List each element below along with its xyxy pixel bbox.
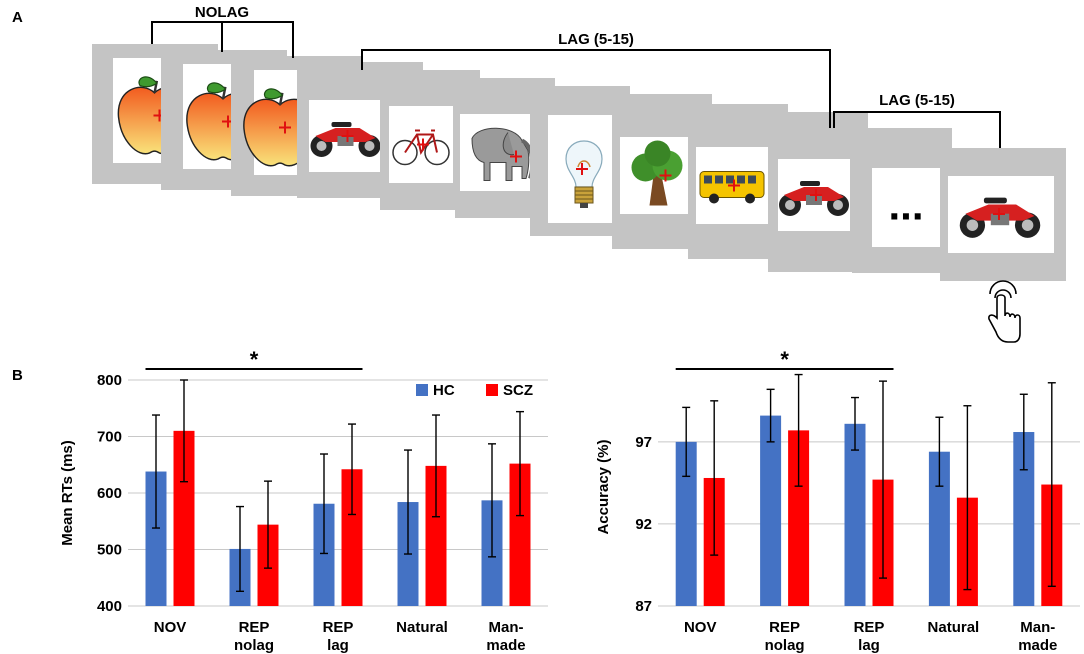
error-bar — [348, 423, 356, 516]
y-axis-label: Mean RTs (ms) — [59, 440, 76, 546]
fixation-cross — [510, 150, 522, 163]
error-bar — [180, 379, 188, 483]
error-bar — [710, 400, 719, 556]
lag-label-1: LAG (5-15) — [558, 31, 634, 48]
elephant-icon — [471, 127, 535, 181]
error-bar — [516, 410, 524, 517]
stimulus-frame: ... — [852, 128, 952, 273]
sequence-brackets — [151, 21, 1001, 148]
x-tick-label: REP — [854, 619, 885, 636]
pointing-hand-icon — [988, 280, 1021, 343]
ellipsis-text: ... — [888, 182, 923, 229]
fixation-cross — [576, 163, 588, 175]
bicycle-icon — [392, 129, 450, 166]
y-tick-label: 700 — [97, 429, 122, 446]
scz-legend-label: SCZ — [503, 382, 533, 399]
error-bar — [1047, 382, 1056, 588]
error-bar — [794, 373, 803, 487]
y-tick-label: 800 — [97, 372, 122, 389]
stimulus-sequence: ... — [92, 44, 1066, 281]
y-tick-label: 600 — [97, 485, 122, 502]
y-tick-label: 97 — [635, 434, 652, 451]
hc-bar — [145, 471, 167, 606]
stimulus-frame — [455, 78, 555, 218]
fixation-cross — [810, 189, 822, 201]
fixation-cross — [417, 138, 429, 151]
hc-bar — [928, 451, 950, 606]
hc-bar — [313, 503, 335, 606]
light-bulb-icon — [565, 140, 603, 208]
significance-star: * — [250, 347, 259, 372]
lag-label-2: LAG (5-15) — [879, 92, 955, 109]
error-bar — [963, 405, 972, 591]
x-tick-label: nolag — [234, 637, 274, 654]
x-tick-label: Man- — [1020, 619, 1055, 636]
y-tick-label: 92 — [635, 516, 652, 533]
hc-bar — [760, 415, 782, 606]
fixation-cross — [659, 169, 672, 182]
scz-bar — [509, 463, 531, 606]
x-tick-label: made — [486, 637, 525, 654]
scz-bar — [788, 430, 810, 606]
error-bar — [682, 406, 691, 478]
panel-a-label: A — [12, 9, 23, 26]
scz-bar — [173, 430, 195, 606]
x-tick-label: lag — [327, 637, 349, 654]
nolag-label: NOLAG — [195, 4, 249, 21]
error-bar — [236, 505, 244, 593]
error-bar — [935, 416, 944, 487]
error-bar — [432, 414, 440, 518]
y-tick-label: 500 — [97, 542, 122, 559]
fixation-cross — [728, 179, 740, 192]
scz-bar — [425, 465, 447, 606]
lag-bracket-1 — [361, 49, 831, 128]
x-tick-label: REP — [769, 619, 800, 636]
x-tick-label: REP — [323, 619, 354, 636]
error-bar — [152, 414, 160, 529]
x-tick-label: made — [1018, 637, 1057, 654]
fixation-cross — [279, 121, 291, 134]
motorcycle-icon — [310, 122, 381, 157]
scz-bar — [341, 469, 363, 606]
error-bar — [766, 388, 775, 443]
x-tick-label: Man- — [489, 619, 524, 636]
y-tick-label: 87 — [635, 598, 652, 615]
error-bar — [320, 453, 328, 555]
y-tick-label: 400 — [97, 598, 122, 615]
fixation-cross — [341, 130, 354, 142]
error-bar — [264, 480, 272, 569]
tree-icon — [631, 140, 683, 206]
x-tick-label: NOV — [154, 619, 187, 636]
hc-legend-swatch — [416, 384, 428, 396]
error-bar — [1019, 393, 1028, 471]
x-tick-label: NOV — [684, 619, 717, 636]
x-tick-label: nolag — [765, 637, 805, 654]
x-tick-label: REP — [239, 619, 270, 636]
x-tick-label: lag — [858, 637, 880, 654]
lag-bracket-2 — [833, 111, 1001, 148]
hc-bar — [1013, 432, 1035, 606]
y-axis-label: Accuracy (%) — [595, 439, 612, 534]
hc-bar — [844, 423, 866, 606]
hc-bar — [675, 441, 697, 606]
x-tick-label: Natural — [396, 619, 448, 636]
scz-legend-swatch — [486, 384, 498, 396]
stimulus-frame — [768, 112, 868, 272]
error-bar — [404, 449, 412, 555]
error-bar — [488, 443, 496, 558]
error-bar — [851, 396, 859, 451]
error-bar — [879, 380, 887, 579]
panel-b-label: B — [12, 367, 23, 384]
stimulus-frame — [940, 148, 1066, 281]
significance-star: * — [780, 347, 789, 372]
fixation-cross — [993, 208, 1005, 220]
hc-legend-label: HC — [433, 382, 455, 399]
x-tick-label: Natural — [928, 619, 980, 636]
